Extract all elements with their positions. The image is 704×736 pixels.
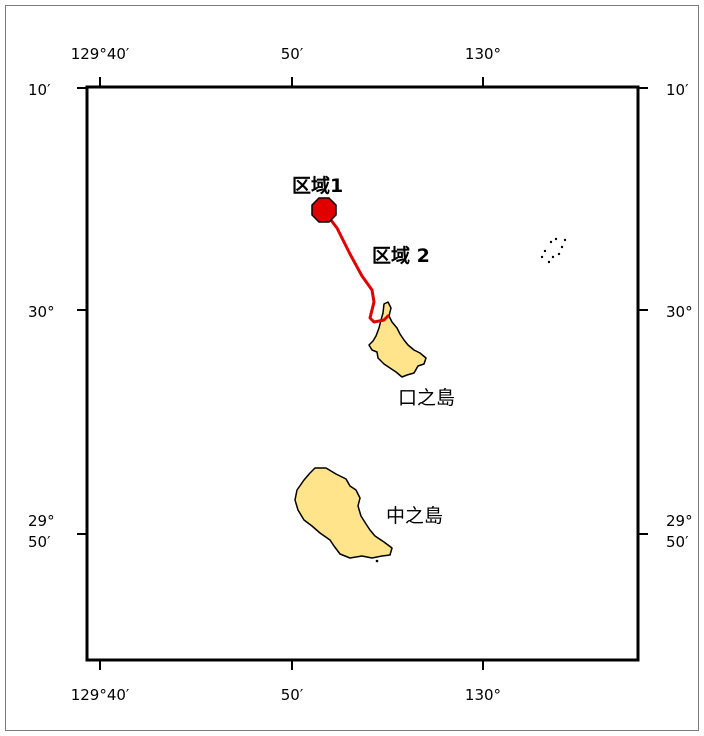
lat-label-left-29: 29° [28,512,55,530]
tick-marks [77,77,648,670]
lat-label-right-29: 29° [666,512,693,530]
islet-dot [557,252,561,256]
lon-label-top-50: 50′ [281,45,304,63]
islet-dot [540,255,544,259]
lat-label-left-50: 50′ [28,533,51,551]
lat-label-right-50: 50′ [666,533,689,551]
nakanoshima-island [294,467,393,559]
islet-dot [375,559,379,563]
map-frame [85,85,640,662]
islet-dot [543,249,547,253]
lat-label-right-30: 30° [666,303,693,321]
lon-label-top-129-40: 129°40′ [71,45,130,63]
lon-label-bottom-50: 50′ [281,686,304,704]
islet-dot [560,245,564,249]
lon-label-top-130: 130° [465,45,501,63]
islet-dot [554,237,558,241]
islet-dot [549,240,553,244]
nakanoshima-label: 中之島 [386,505,443,527]
islet-dot [563,238,567,242]
lat-label-left-30: 30° [28,303,55,321]
islet-dot [551,255,555,259]
lon-label-bottom-130: 130° [465,686,501,704]
area2-label: 区域 2 [372,244,430,267]
islet-group [540,237,567,264]
lat-label-left-10: 10′ [28,81,51,99]
area1-label: 区域1 [292,174,343,197]
lat-label-right-10: 10′ [666,81,689,99]
area2-route [322,209,390,324]
islet-dot [547,260,551,264]
area1-marker [311,197,337,223]
kuchinoshima-label: 口之島 [398,387,455,409]
lon-label-bottom-129-40: 129°40′ [71,686,130,704]
